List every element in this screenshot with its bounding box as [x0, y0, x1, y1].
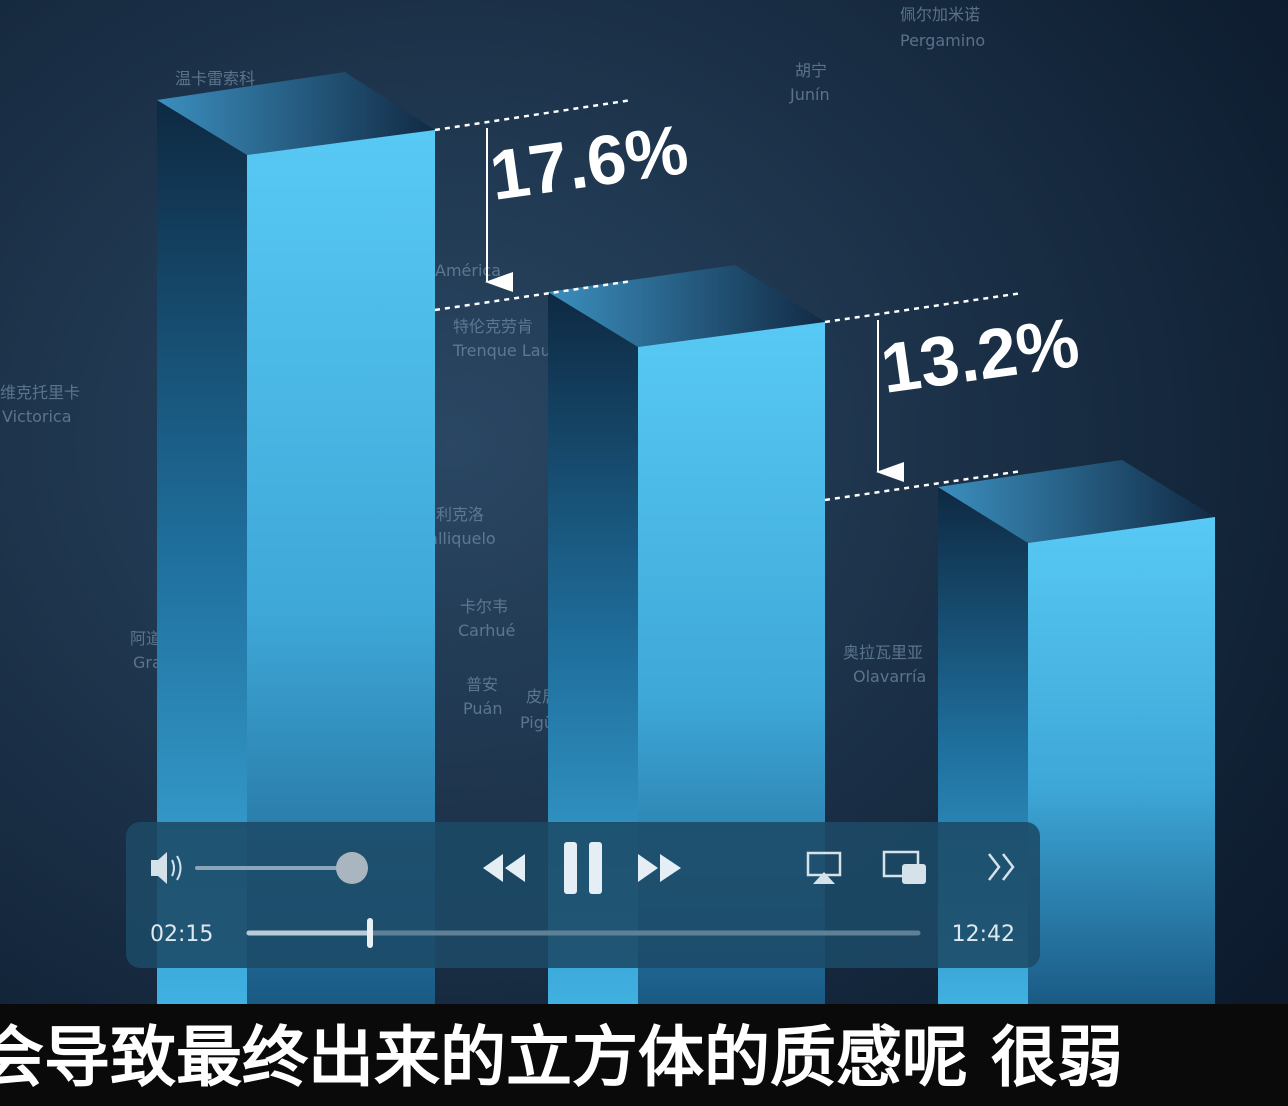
map-label: Puán	[463, 699, 502, 718]
subtitle-band	[0, 1004, 1288, 1106]
map-label: Pergamino	[900, 31, 985, 50]
map-label: 卡尔韦	[460, 597, 508, 616]
dashed-guides	[434, 98, 1023, 502]
total-time: 12:42	[952, 922, 1015, 947]
map-label: 萨利克洛	[420, 505, 484, 524]
forward-button[interactable]	[638, 854, 681, 882]
map-label: Salliquelo	[418, 529, 496, 548]
map-label: 奥拉瓦里亚	[843, 643, 923, 662]
map-label: América	[435, 261, 501, 280]
volume-knob[interactable]	[336, 852, 368, 884]
airplay-button[interactable]	[806, 851, 842, 884]
map-label: Junín	[789, 85, 830, 104]
map-label: 胡宁	[795, 61, 827, 80]
map-label: 维克托里卡	[0, 383, 80, 402]
elapsed-time: 02:15	[150, 922, 213, 947]
subtitle: 会导致最终出来的立方体的质感呢 很弱	[0, 1019, 1123, 1096]
progress-handle[interactable]	[367, 918, 373, 948]
volume-button[interactable]	[151, 852, 182, 884]
map-label: 普安	[466, 675, 498, 694]
map-label: Carhué	[458, 621, 515, 640]
pause-button[interactable]	[564, 842, 602, 894]
pip-button[interactable]	[882, 850, 926, 884]
bar-3d	[157, 72, 435, 1005]
map-label: Olavarría	[853, 667, 926, 686]
map-label: 特伦克劳肯	[453, 317, 533, 336]
more-button[interactable]	[988, 853, 1015, 881]
rewind-button[interactable]	[483, 854, 525, 882]
map-label: 温卡雷索科	[175, 69, 255, 88]
map-label: Victorica	[2, 407, 72, 426]
player-controls: 02:15 12:42	[126, 822, 1040, 968]
map-label: 佩尔加米诺	[900, 5, 980, 24]
